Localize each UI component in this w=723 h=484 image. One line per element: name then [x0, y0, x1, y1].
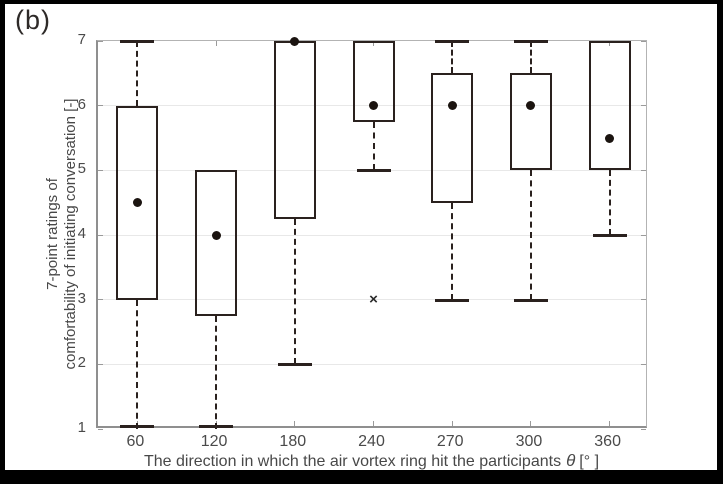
x-tick-bottom-180: [294, 421, 296, 426]
ytick-label-4: 4: [77, 225, 86, 242]
xtick-label-120: 120: [200, 433, 228, 450]
box-300: [509, 73, 552, 171]
box-180: [273, 41, 316, 219]
y-tick-right-4: [641, 234, 646, 236]
x-tick-top-240: [373, 41, 374, 46]
x-tick-bottom-300: [530, 421, 532, 426]
y-tick-right-2: [641, 363, 646, 365]
lower-whisker-120: [215, 315, 218, 429]
ytick-label-2: 2: [77, 354, 86, 372]
x-axis-unit: [° ]: [579, 453, 600, 470]
y-tick-right-3: [641, 299, 646, 301]
xtick-label-270: 270: [436, 433, 464, 450]
upper-whisker-300: [529, 41, 532, 74]
ytick-label-5: 5: [77, 160, 86, 178]
box-270: [431, 73, 474, 203]
x-tick-bottom-270: [451, 421, 453, 426]
ytick-label-7: 7: [77, 31, 86, 48]
outlier-x-240: ×: [369, 291, 378, 309]
x-axis-label: The direction in which the air vortex ri…: [96, 451, 647, 471]
box-60: [116, 105, 159, 300]
xtick-label-360: 360: [594, 433, 621, 450]
panel-label: (b): [15, 5, 51, 35]
xtick-label-60: 60: [126, 433, 145, 450]
lower-whisker-180: [293, 218, 296, 365]
lower-whisker-cap-180: [277, 363, 312, 367]
gridline-2: [98, 363, 646, 365]
y-tick-right-5: [641, 169, 646, 171]
mean-dot-240: [369, 101, 378, 111]
y-tick-right-6: [641, 105, 646, 107]
y-tick-right-7: [641, 40, 646, 42]
box-360: [588, 41, 631, 171]
xtick-label-300: 300: [515, 433, 543, 450]
upper-whisker-60: [136, 41, 139, 106]
lower-whisker-cap-300: [513, 298, 548, 302]
upper-whisker-270: [451, 41, 454, 74]
lower-whisker-60: [136, 299, 139, 429]
x-axis-label-text: The direction in which the air vortex ri…: [143, 453, 562, 470]
upper-whisker-cap-300: [513, 40, 548, 43]
theta-symbol: θ: [566, 451, 576, 470]
upper-whisker-cap-270: [435, 40, 470, 43]
y-tick-left-7: [98, 40, 103, 42]
box-240: [352, 41, 395, 122]
gridline-3: [98, 299, 646, 301]
gridline-4: [98, 234, 646, 236]
ytick-label-3: 3: [77, 289, 86, 307]
lower-whisker-cap-240: [356, 169, 391, 173]
plot-area: ×: [96, 36, 647, 430]
mean-dot-360: [605, 133, 615, 143]
upper-whisker-cap-60: [120, 40, 155, 43]
y-tick-left-3: [98, 299, 103, 301]
x-tick-top-360: [609, 41, 611, 46]
x-tick-bottom-240: [373, 421, 374, 426]
y-tick-left-6: [98, 105, 103, 107]
ytick-label-6: 6: [77, 95, 86, 113]
mean-dot-180: [290, 36, 300, 46]
box-120: [195, 170, 238, 316]
lower-whisker-240: [372, 121, 375, 171]
y-tick-left-1: [98, 428, 103, 430]
y-tick-right-1: [641, 428, 646, 430]
mean-dot-270: [447, 101, 457, 111]
lower-whisker-270: [451, 202, 454, 300]
ytick-label-1: 1: [77, 419, 86, 436]
mean-dot-120: [211, 230, 221, 240]
y-tick-left-5: [98, 169, 103, 171]
lower-whisker-360: [608, 170, 611, 235]
y-tick-left-4: [98, 234, 103, 236]
lower-whisker-cap-270: [435, 298, 470, 302]
x-tick-top-120: [215, 41, 217, 46]
figure-canvas: [5, 4, 717, 470]
lower-whisker-300: [529, 170, 532, 300]
mean-dot-60: [132, 198, 142, 208]
x-tick-bottom-360: [609, 421, 611, 426]
xtick-label-180: 180: [279, 433, 307, 450]
lower-whisker-cap-360: [592, 234, 627, 237]
lower-whisker-cap-60: [120, 425, 155, 428]
xtick-label-240: 240: [358, 433, 385, 450]
y-tick-left-2: [98, 363, 103, 365]
lower-whisker-cap-120: [199, 425, 234, 428]
mean-dot-300: [526, 101, 536, 111]
